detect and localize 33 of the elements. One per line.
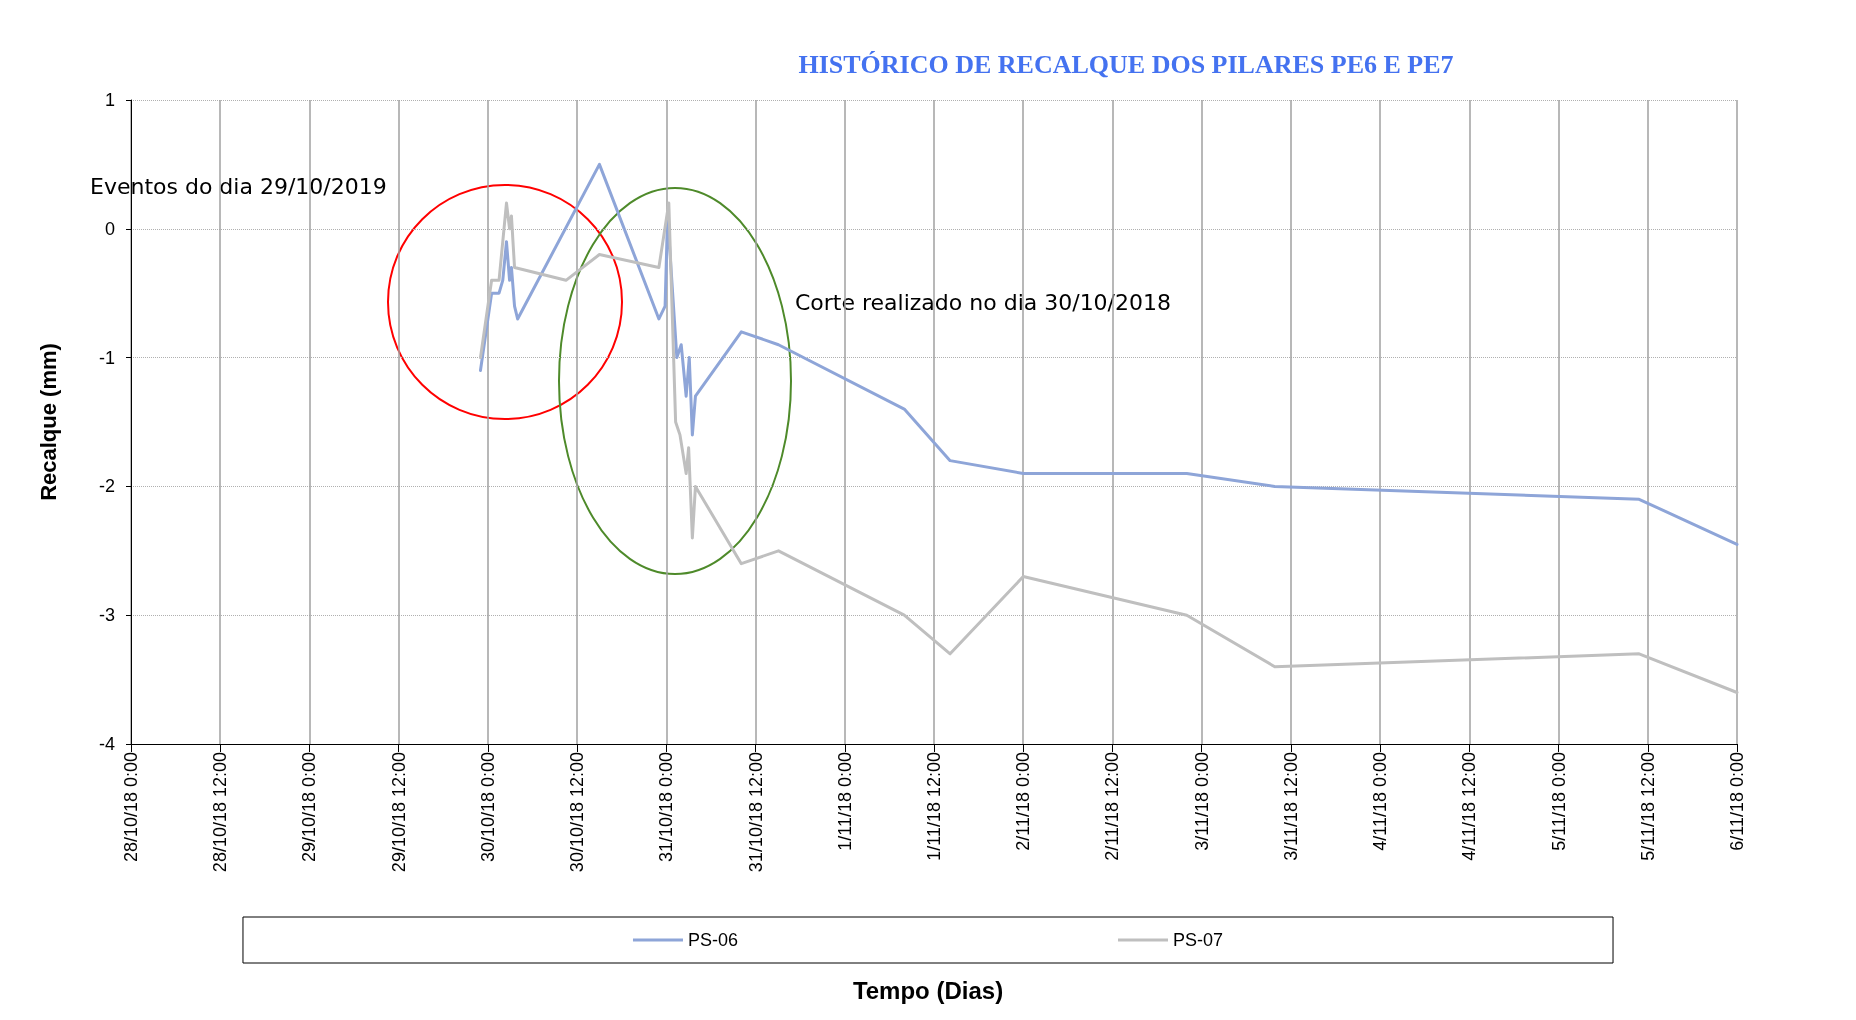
y-tick-label: -2: [98, 476, 115, 497]
x-tick-label: 1/11/18 12:00: [924, 752, 944, 861]
x-tick-label: 2/11/18 12:00: [1102, 752, 1123, 861]
x-tick-label: 30/10/18 12:00: [567, 752, 588, 873]
x-axis-title: Tempo (Dias): [852, 976, 1004, 1004]
y-axis-title: Recalque (mm): [35, 343, 61, 501]
line-series: [478, 162, 1739, 546]
x-tick-label: 28/10/18 0:00: [121, 752, 141, 863]
x-tick-label: 29/10/18 0:00: [299, 752, 320, 863]
x-tick-label: 3/11/18 0:00: [1191, 752, 1212, 851]
annotation: Corte realizado no dia 30/10/2018: [795, 289, 1172, 315]
y-tick-label: -4: [98, 734, 115, 754]
chart-title: HISTÓRICO DE RECALQUE DOS PILARES PE6 E PE7: [798, 49, 1454, 79]
x-tick-label: 29/10/18 12:00: [388, 752, 409, 873]
legend-label: PS-06: [687, 930, 738, 950]
x-tick-label: 5/11/18 12:00: [1637, 752, 1658, 861]
x-tick-label: 30/10/18 0:00: [477, 752, 498, 863]
x-tick-label: 31/10/18 12:00: [745, 752, 766, 873]
y-tick-label: 0: [104, 218, 115, 239]
x-tick-label: 28/10/18 12:00: [210, 752, 231, 873]
x-tick-label: 2/11/18 0:00: [1013, 752, 1034, 851]
x-tick-label: 6/11/18 0:00: [1727, 752, 1747, 851]
y-tick-label: -1: [98, 347, 115, 368]
x-tick-label: 3/11/18 12:00: [1280, 752, 1301, 861]
y-tick-label: -3: [98, 605, 115, 626]
x-tick-label: 4/11/18 12:00: [1459, 752, 1480, 861]
line-series: [478, 201, 1739, 694]
legend-label: PS-07: [1173, 930, 1224, 950]
x-tick-label: 4/11/18 0:00: [1370, 752, 1391, 851]
x-tick-label: 1/11/18 0:00: [834, 752, 855, 851]
x-tick-label: 5/11/18 0:00: [1548, 752, 1569, 851]
y-tick-label: 1: [104, 90, 115, 110]
x-tick-label: 31/10/18 0:00: [656, 752, 677, 863]
